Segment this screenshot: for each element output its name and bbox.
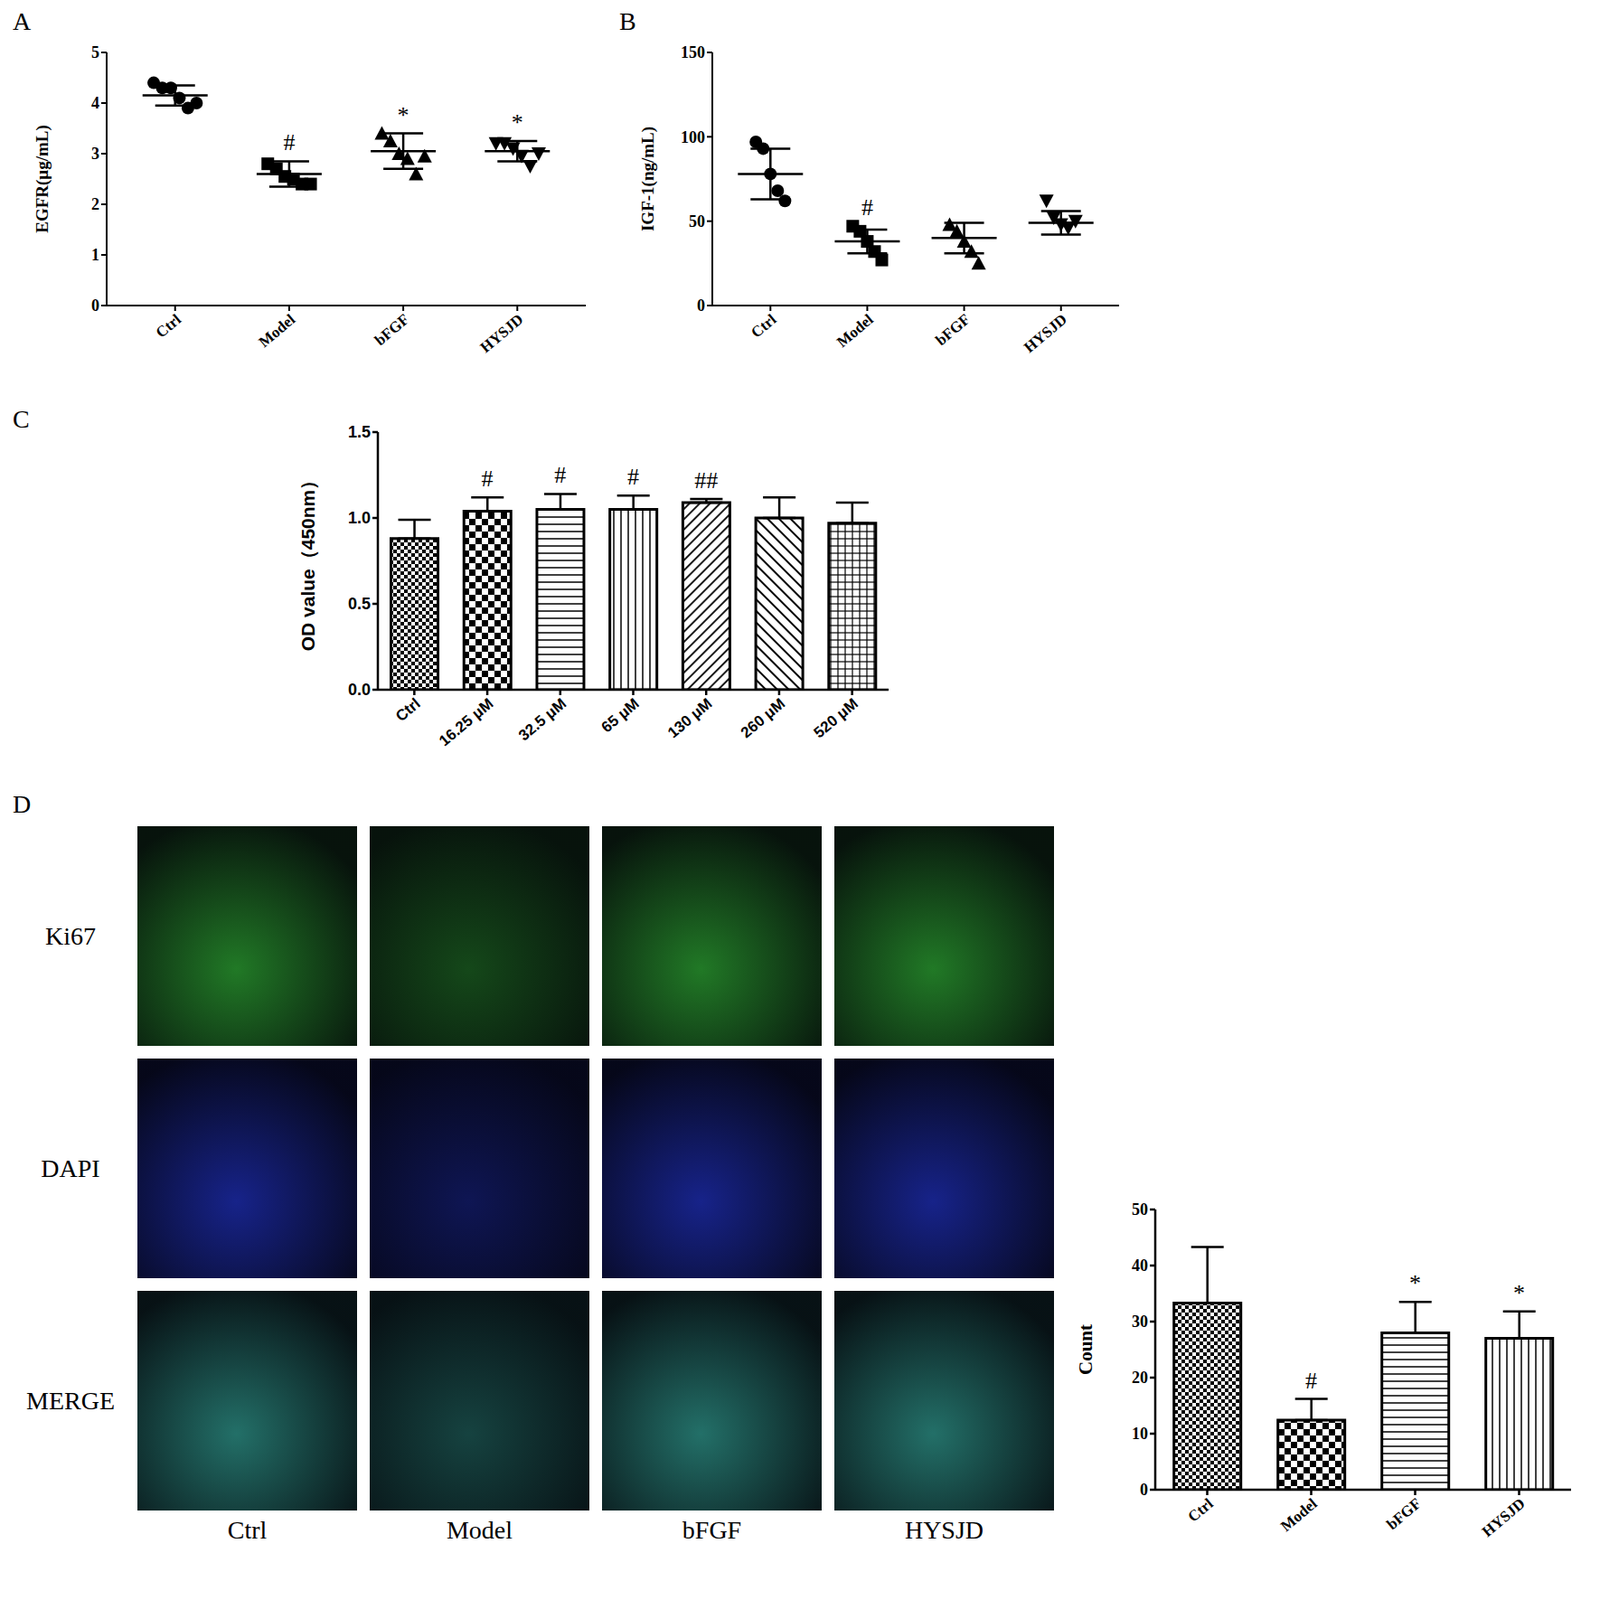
- svg-text:130 μM: 130 μM: [664, 695, 716, 743]
- svg-text:HYSJD: HYSJD: [477, 310, 528, 357]
- svg-text:bFGF: bFGF: [1383, 1495, 1425, 1534]
- svg-text:Count: Count: [1074, 1324, 1097, 1375]
- svg-text:1.5: 1.5: [348, 423, 371, 442]
- svg-text:Model: Model: [833, 310, 877, 351]
- svg-text:Model: Model: [1277, 1495, 1321, 1535]
- svg-text:0.0: 0.0: [348, 680, 371, 699]
- svg-text:#: #: [481, 465, 494, 492]
- svg-text:bFGF: bFGF: [371, 310, 414, 349]
- svg-text:100: 100: [680, 128, 706, 147]
- svg-text:Model: Model: [255, 310, 300, 351]
- svg-text:#: #: [554, 461, 566, 489]
- svg-text:Ctrl: Ctrl: [747, 310, 781, 342]
- svg-text:HYSJD: HYSJD: [1478, 1495, 1529, 1541]
- svg-text:1: 1: [91, 245, 100, 264]
- svg-text:16.25 μM: 16.25 μM: [435, 695, 497, 751]
- html-text:C: C: [12, 404, 30, 433]
- html-text:HYSJD: HYSJD: [904, 1515, 984, 1544]
- svg-text:0: 0: [91, 296, 100, 315]
- html-text:Ctrl: Ctrl: [227, 1515, 267, 1544]
- svg-text:*: *: [1513, 1280, 1525, 1307]
- html-text:A: A: [12, 7, 31, 36]
- svg-text:1.0: 1.0: [348, 508, 371, 528]
- svg-text:32.5 μM: 32.5 μM: [515, 695, 570, 745]
- svg-text:*: *: [397, 102, 410, 129]
- svg-text:#: #: [282, 129, 295, 156]
- svg-text:##: ##: [694, 467, 718, 494]
- svg-text:*: *: [511, 109, 524, 136]
- svg-text:0.5: 0.5: [348, 594, 371, 613]
- svg-text:5: 5: [91, 43, 100, 62]
- html-text:MERGE: MERGE: [26, 1386, 115, 1415]
- svg-text:0: 0: [1139, 1480, 1149, 1499]
- html-text:DAPI: DAPI: [40, 1153, 101, 1182]
- svg-text:50: 50: [1131, 1200, 1149, 1219]
- svg-text:3: 3: [91, 144, 100, 163]
- svg-text:20: 20: [1131, 1368, 1149, 1387]
- svg-text:Ctrl: Ctrl: [1184, 1495, 1217, 1526]
- svg-text:#: #: [1305, 1367, 1318, 1394]
- html-text:Ki67: Ki67: [45, 921, 96, 950]
- svg-text:Ctrl: Ctrl: [392, 695, 424, 725]
- svg-text:10: 10: [1131, 1424, 1149, 1443]
- svg-text:150: 150: [680, 43, 706, 62]
- svg-text:#: #: [861, 194, 874, 221]
- svg-text:2: 2: [91, 195, 100, 214]
- svg-text:EGFR(μg/mL): EGFR(μg/mL): [32, 124, 53, 233]
- svg-text:0: 0: [696, 296, 706, 315]
- html-text:B: B: [619, 7, 637, 36]
- svg-text:4: 4: [91, 94, 100, 113]
- html-text:Model: Model: [446, 1515, 513, 1544]
- svg-text:OD value（450nm）: OD value（450nm）: [297, 470, 319, 652]
- html-text:bFGF: bFGF: [682, 1515, 742, 1544]
- svg-text:30: 30: [1131, 1312, 1149, 1331]
- svg-text:#: #: [627, 463, 640, 490]
- svg-text:HYSJD: HYSJD: [1020, 310, 1071, 357]
- svg-text:bFGF: bFGF: [931, 310, 974, 349]
- svg-text:IGF-1(ng/mL): IGF-1(ng/mL): [638, 126, 659, 232]
- svg-text:50: 50: [688, 212, 706, 231]
- svg-text:260 μM: 260 μM: [737, 695, 789, 743]
- html-text:D: D: [12, 790, 31, 819]
- svg-text:Ctrl: Ctrl: [152, 310, 186, 342]
- svg-text:65 μM: 65 μM: [598, 695, 643, 737]
- svg-text:520 μM: 520 μM: [810, 695, 862, 743]
- svg-text:*: *: [1409, 1270, 1422, 1297]
- svg-text:40: 40: [1131, 1256, 1149, 1275]
